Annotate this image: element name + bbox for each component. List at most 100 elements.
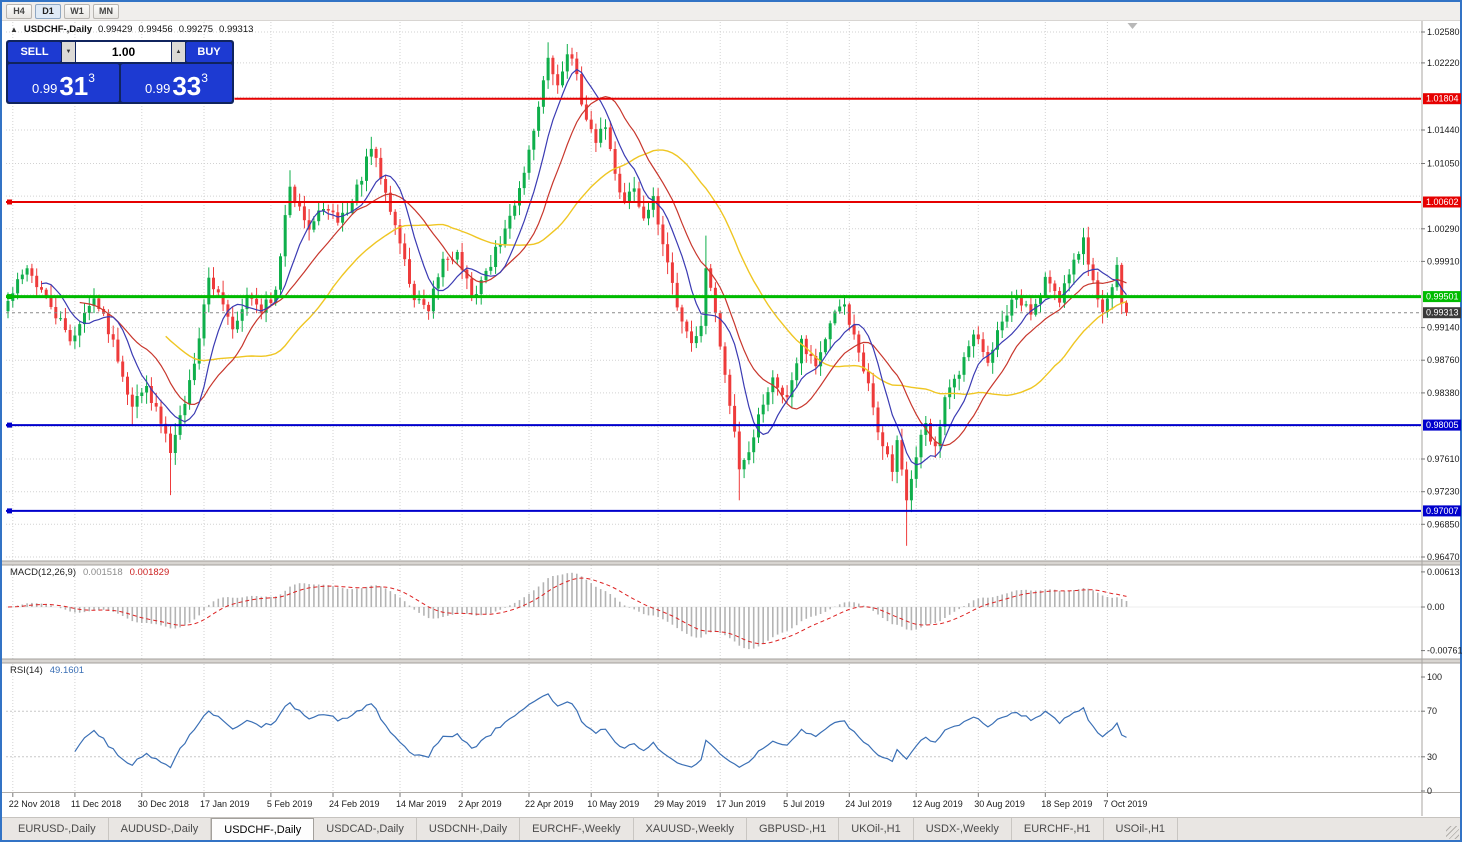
rsi-value: 49.1601 bbox=[49, 665, 85, 676]
buy-button[interactable]: BUY bbox=[186, 42, 232, 62]
price-tick-label: 1.02220 bbox=[1427, 58, 1460, 68]
rsi-tick-label: 100 bbox=[1427, 672, 1442, 682]
date-tick-label: 5 Jul 2019 bbox=[783, 799, 825, 809]
price-tick-label: 0.96470 bbox=[1427, 552, 1460, 562]
horizontal-lines[interactable] bbox=[6, 96, 1421, 514]
grid-lines bbox=[6, 22, 1421, 792]
resize-grip[interactable] bbox=[1446, 826, 1459, 839]
date-tick-label: 22 Nov 2018 bbox=[9, 799, 60, 809]
price-tick-label: 0.98380 bbox=[1427, 388, 1460, 398]
hline-anchor[interactable] bbox=[7, 199, 12, 205]
ma-slow-line bbox=[165, 149, 1127, 397]
chart-tab-eurchf-weekly[interactable]: EURCHF-,Weekly bbox=[520, 818, 634, 840]
chart-title: ▲ USDCHF-,Daily 0.99429 0.99456 0.99275 … bbox=[10, 24, 253, 35]
one-click-trade-panel: SELL ▼ 1.00 ▲ BUY 0.99 31 3 0.99 33 3 bbox=[6, 40, 234, 104]
price-axis[interactable]: 1.02580 1.02220 1.01440 1.01050 1.00290 0.999… bbox=[1421, 21, 1462, 816]
sell-button[interactable]: SELL bbox=[8, 42, 61, 62]
price-tick-label: 1.01050 bbox=[1427, 159, 1460, 169]
price-tick-label: 1.02580 bbox=[1427, 27, 1460, 37]
ma-mid-line bbox=[79, 95, 1127, 447]
bid-price-box[interactable]: 0.99 31 3 bbox=[8, 64, 119, 102]
price-tick-label: 1.00290 bbox=[1427, 224, 1460, 234]
timeframe-button-mn[interactable]: MN bbox=[93, 3, 119, 19]
volume-increment-button[interactable]: ▲ bbox=[172, 42, 185, 62]
price-tick-label: 0.99910 bbox=[1427, 256, 1460, 266]
macd-signal-value: 0.001829 bbox=[129, 567, 170, 578]
date-tick-label: 12 Aug 2019 bbox=[912, 799, 963, 809]
chart-tab-usoil-h1[interactable]: USOil-,H1 bbox=[1104, 818, 1179, 840]
chart-tab-usdcad-daily[interactable]: USDCAD-,Daily bbox=[314, 818, 417, 840]
price-badge-label: 1.00602 bbox=[1426, 197, 1459, 207]
tab-bar: EURUSD-,Daily AUDUSD-,Daily USDCHF-,Daily U… bbox=[2, 817, 1460, 840]
macd-label: MACD(12,26,9) 0.001518 0.001829 bbox=[10, 567, 169, 578]
date-tick-label: 5 Feb 2019 bbox=[267, 799, 313, 809]
price-badge-label: 0.98005 bbox=[1426, 420, 1459, 430]
price-tick-label: 0.98760 bbox=[1427, 355, 1460, 365]
ask-price-box[interactable]: 0.99 33 3 bbox=[121, 64, 232, 102]
rsi-tick-label: 0 bbox=[1427, 786, 1432, 796]
price-tick-label: 0.97610 bbox=[1427, 454, 1460, 464]
macd-pane bbox=[6, 572, 1421, 650]
ask-price-big-digits: 33 bbox=[172, 71, 202, 101]
date-tick-label: 29 May 2019 bbox=[654, 799, 706, 809]
rsi-tick-label: 30 bbox=[1427, 752, 1437, 762]
ohlc-high: 0.99456 bbox=[138, 24, 173, 35]
date-tick-label: 18 Sep 2019 bbox=[1041, 799, 1092, 809]
candles-group bbox=[6, 42, 1128, 546]
hline-anchor[interactable] bbox=[7, 508, 12, 514]
bid-price-big-digits: 31 bbox=[59, 71, 89, 101]
macd-name: MACD(12,26,9) bbox=[10, 567, 76, 578]
price-tick-label: 0.97230 bbox=[1427, 487, 1460, 497]
rsi-tick-label: 70 bbox=[1427, 706, 1437, 716]
ohlc-close: 0.99313 bbox=[219, 24, 254, 35]
date-tick-label: 2 Apr 2019 bbox=[458, 799, 502, 809]
rsi-line bbox=[74, 693, 1127, 769]
macd-tick-label: 0.00613 bbox=[1427, 567, 1460, 577]
chart-tab-usdx-weekly[interactable]: USDX-,Weekly bbox=[914, 818, 1012, 840]
chart-tab-eurusd-daily[interactable]: EURUSD-,Daily bbox=[6, 818, 109, 840]
trade-panel-collapse-icon[interactable]: ▲ bbox=[10, 25, 18, 34]
date-tick-label: 17 Jun 2019 bbox=[716, 799, 766, 809]
date-tick-label: 7 Oct 2019 bbox=[1103, 799, 1147, 809]
chart-tab-ukoil-h1[interactable]: UKOil-,H1 bbox=[839, 818, 914, 840]
pane-separator-rsi[interactable] bbox=[2, 658, 1460, 664]
price-badge-label: 0.97007 bbox=[1426, 506, 1459, 516]
rsi-label: RSI(14) 49.1601 bbox=[10, 665, 84, 676]
timeframe-toolbar: H4 D1 W1 MN bbox=[2, 2, 1460, 21]
date-tick-label: 24 Jul 2019 bbox=[845, 799, 892, 809]
chart-tab-audusd-daily[interactable]: AUDUSD-,Daily bbox=[109, 818, 212, 840]
chart-tab-usdcnh-daily[interactable]: USDCNH-,Daily bbox=[417, 818, 521, 840]
chart-tab-usdchf-daily[interactable]: USDCHF-,Daily bbox=[211, 818, 315, 840]
date-tick-label: 30 Dec 2018 bbox=[138, 799, 189, 809]
macd-signal-line bbox=[7, 577, 1127, 645]
chart-symbol-period: USDCHF-,Daily bbox=[23, 24, 93, 35]
chart-tab-xauusd-weekly[interactable]: XAUUSD-,Weekly bbox=[634, 818, 747, 840]
bid-price-sup-digit: 3 bbox=[88, 71, 95, 85]
ohlc-open: 0.99429 bbox=[98, 24, 133, 35]
timeframe-button-d1[interactable]: D1 bbox=[35, 3, 61, 19]
volume-decrement-button[interactable]: ▼ bbox=[62, 42, 75, 62]
ask-price-sup-digit: 3 bbox=[201, 71, 208, 85]
volume-input[interactable]: 1.00 bbox=[76, 42, 171, 62]
chart-tab-gbpusd-h1[interactable]: GBPUSD-,H1 bbox=[747, 818, 840, 840]
timeframe-button-w1[interactable]: W1 bbox=[64, 3, 90, 19]
bid-price-prefix: 0.99 bbox=[32, 81, 58, 96]
ask-price-prefix: 0.99 bbox=[145, 81, 171, 96]
macd-tick-label: 0.00 bbox=[1427, 602, 1445, 612]
price-badge-label: 0.99501 bbox=[1426, 292, 1459, 302]
date-tick-label: 24 Feb 2019 bbox=[329, 799, 380, 809]
date-tick-label: 11 Dec 2018 bbox=[71, 799, 121, 809]
pane-separator-macd[interactable] bbox=[2, 560, 1460, 566]
hline-anchor[interactable] bbox=[7, 422, 12, 428]
timeframe-button-h4[interactable]: H4 bbox=[6, 3, 32, 19]
macd-main-value: 0.001518 bbox=[83, 567, 123, 578]
hline-anchor[interactable] bbox=[7, 294, 12, 300]
chart-tab-eurchf-h1[interactable]: EURCHF-,H1 bbox=[1012, 818, 1104, 840]
chart-shift-marker[interactable] bbox=[1127, 23, 1138, 29]
date-tick-label: 14 Mar 2019 bbox=[396, 799, 447, 809]
date-tick-label: 10 May 2019 bbox=[587, 799, 639, 809]
time-axis[interactable]: 22 Nov 2018 11 Dec 2018 30 Dec 2018 17 Jan … bbox=[9, 793, 1148, 809]
rsi-name: RSI(14) bbox=[10, 665, 43, 676]
